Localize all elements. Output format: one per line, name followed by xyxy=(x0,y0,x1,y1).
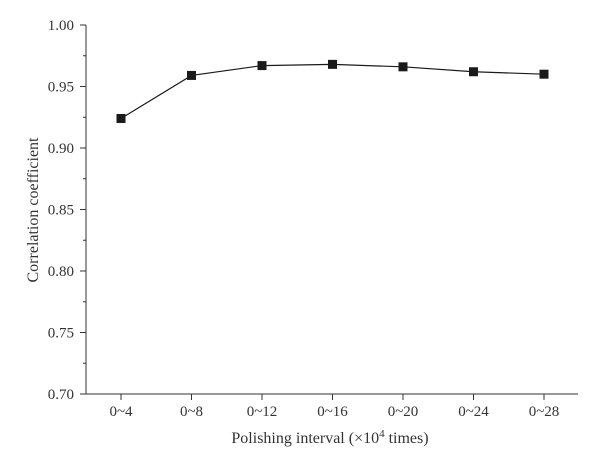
y-ticks: 0.70 0.75 0.80 0.85 0.90 0.95 1.00 xyxy=(48,18,86,403)
data-point-marker xyxy=(539,69,549,79)
x-axis-title-superscript: 4 xyxy=(379,428,385,440)
x-axis-title-main: Polishing interval (×10 xyxy=(231,430,379,447)
y-tick-label: 0.90 xyxy=(48,141,74,157)
x-tick-label: 0~12 xyxy=(247,404,278,420)
x-tick-label: 0~16 xyxy=(317,404,348,420)
data-point-marker xyxy=(469,67,478,77)
data-point-marker xyxy=(257,61,267,71)
series-group xyxy=(116,59,549,123)
x-tick-label: 0~4 xyxy=(109,404,133,420)
y-tick-label: 0.75 xyxy=(48,326,74,342)
series-line xyxy=(120,63,545,119)
data-point-marker xyxy=(398,62,408,72)
x-ticks: 0~4 0~8 0~12 0~16 0~20 0~24 0~28 xyxy=(109,394,559,420)
y-tick-label: 0.70 xyxy=(48,387,74,403)
x-tick-label: 0~28 xyxy=(529,404,560,420)
x-tick-label: 0~20 xyxy=(388,404,419,420)
x-tick-label: 0~8 xyxy=(180,404,203,420)
x-axis-title: Polishing interval (×104 times) xyxy=(231,428,428,447)
y-tick-label: 0.85 xyxy=(48,203,74,219)
y-tick-label: 0.95 xyxy=(48,80,74,96)
y-tick-label: 1.00 xyxy=(48,18,74,34)
y-tick-label: 0.80 xyxy=(48,264,74,280)
x-tick-label: 0~24 xyxy=(458,404,489,420)
data-point-marker xyxy=(328,59,337,69)
y-axis-title: Correlation coefficient xyxy=(25,137,42,283)
data-point-marker xyxy=(187,70,196,80)
axes xyxy=(85,25,578,395)
x-axis-title-tail: times) xyxy=(385,430,429,447)
data-point-marker xyxy=(116,113,126,123)
